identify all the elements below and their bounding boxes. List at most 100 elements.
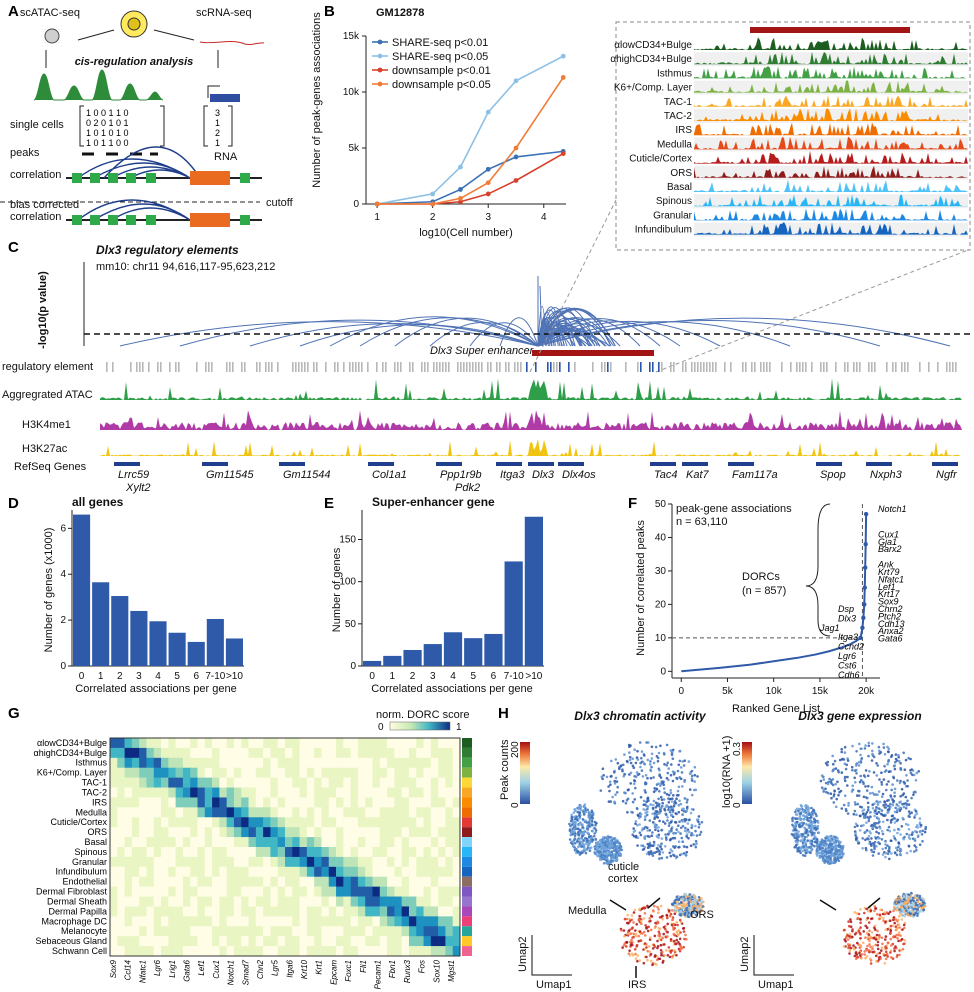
cell-point [870, 837, 873, 840]
cell-point [672, 953, 676, 956]
regulatory-element-mark [136, 362, 138, 372]
cell-point [670, 753, 674, 757]
cell-point [675, 921, 679, 924]
cell-point [638, 823, 641, 826]
heatmap-cell [423, 886, 432, 897]
heatmap-cell [131, 787, 140, 798]
heatmap-cell [241, 827, 249, 838]
heatmap-cell [270, 926, 279, 937]
regulatory-element-mark [112, 362, 114, 372]
cell-point [601, 777, 604, 781]
heatmap-cell [350, 916, 359, 927]
cell-point [665, 792, 669, 796]
bar [363, 660, 382, 666]
heatmap-cell [416, 856, 424, 868]
cell-point [902, 894, 906, 898]
heatmap-cell [372, 866, 381, 878]
cell-point [677, 846, 680, 849]
cell-point [571, 840, 575, 844]
cell-point [862, 816, 866, 820]
heatmap-cell [168, 916, 176, 927]
cell-point [896, 849, 899, 852]
heatmap-cell [452, 837, 461, 848]
cell-point [869, 815, 872, 818]
heatmap-cell [212, 738, 220, 749]
cell-point [904, 911, 907, 915]
cell-point [889, 821, 893, 824]
heatmap-cell [452, 797, 461, 808]
cell-point [658, 773, 661, 776]
regulatory-element-mark [301, 362, 303, 372]
peaks-label: peaks [10, 147, 40, 159]
cell-point [649, 959, 653, 963]
cell-point [584, 851, 588, 855]
cell-point [890, 788, 893, 792]
heatmap-cell [328, 896, 337, 907]
heatmap-row-label: ORS [87, 827, 107, 837]
heatmap-cell [321, 946, 330, 957]
regulatory-element-mark [457, 362, 459, 372]
cell-point [855, 813, 858, 816]
heatmap-cell [131, 936, 140, 947]
cell-point [636, 773, 640, 777]
heatmap-cell [387, 807, 395, 818]
heatmap-cell [292, 886, 300, 897]
regulatory-element-mark [568, 362, 570, 372]
heatmap-cell [328, 837, 337, 848]
cell-point [655, 755, 659, 758]
cell-point [907, 803, 911, 806]
super-enhancer-bar-inset [750, 27, 910, 33]
cell-point [853, 776, 856, 780]
cell-point [628, 920, 632, 923]
heatmap-cell [416, 886, 424, 897]
heatmap-cell [314, 926, 322, 937]
cell-point [906, 913, 910, 917]
heatmap-cell [168, 827, 176, 838]
heatmap-cell [328, 787, 337, 798]
cell-point [642, 961, 646, 965]
cell-point [862, 930, 865, 933]
cell-point [588, 846, 591, 850]
heatmap-cell [394, 757, 402, 769]
x-tick-label: 6 [491, 671, 497, 682]
cell-point [573, 842, 577, 845]
cell-point [664, 805, 668, 809]
cell-point [829, 792, 833, 795]
heatmap-cell [168, 886, 176, 897]
cell-point [890, 754, 894, 757]
gene-label: Ppp1r9b [440, 469, 482, 481]
heatmap-cell [365, 797, 373, 808]
heatmap-cell [153, 757, 162, 769]
cell-point [859, 759, 863, 762]
heatmap-cell [219, 916, 227, 927]
matrix-row: 1 0 1 1 0 0 [86, 138, 129, 148]
heatmap-cell [197, 797, 206, 808]
heatmap-cell [117, 777, 125, 788]
heatmap-cell [153, 856, 162, 868]
cell-point [668, 829, 671, 833]
heatmap-cell [255, 807, 264, 818]
cell-point [802, 810, 806, 814]
cell-point [569, 819, 573, 823]
cell-point [913, 816, 916, 819]
y-tick-label: 0 [350, 661, 356, 672]
cell-point [864, 785, 867, 788]
cell-point [908, 833, 911, 837]
heatmap-cell [430, 926, 439, 937]
cell-point [888, 857, 891, 861]
heatmap-cell [233, 747, 242, 759]
cell-point [906, 799, 909, 803]
heatmap-cell [124, 906, 133, 917]
cell-point [673, 836, 677, 840]
heatmap-cell [212, 886, 220, 897]
regulatory-element-mark [853, 362, 855, 372]
cell-point [901, 914, 904, 917]
dorc-legend-title: norm. DORC score [376, 709, 470, 721]
heatmap-cell [416, 926, 424, 937]
heatmap-cell [117, 906, 125, 917]
cell-point [840, 855, 844, 858]
heatmap-cell [212, 757, 220, 769]
heatmap-cell [394, 866, 402, 878]
series-point [513, 145, 519, 151]
x-tick-label: 2 [430, 212, 436, 223]
